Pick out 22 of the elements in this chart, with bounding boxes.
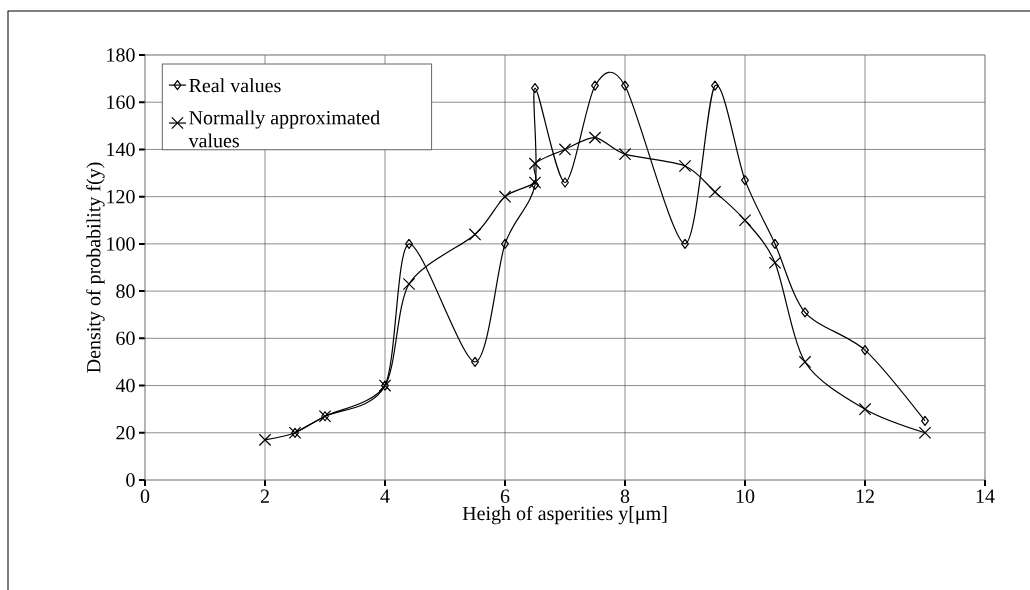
y-tick-label: 80 (116, 284, 135, 298)
x-axis-title: Heigh of asperities y[μm] (462, 505, 667, 525)
x-tick-label: 8 (620, 489, 630, 504)
x-tick-label: 6 (500, 489, 510, 503)
x-tick-label: 12 (856, 489, 874, 503)
legend-label: Normally approximated values (188, 110, 380, 148)
x-tick-label: 14 (976, 489, 995, 503)
y-tick-label: 100 (107, 237, 135, 251)
y-tick-label: 140 (107, 142, 135, 157)
y-axis-title: Density of probability f(y) (86, 162, 105, 373)
y-tick-label: 60 (116, 331, 135, 346)
x-tick-label: 4 (380, 489, 390, 503)
y-tick-label: 180 (107, 48, 135, 62)
y-tick-label: 0 (126, 473, 135, 487)
y-tick-label: 40 (115, 378, 135, 393)
x-tick-label: 2 (260, 489, 269, 503)
y-tick-label: 160 (107, 95, 135, 109)
x-tick-label: 10 (736, 489, 755, 504)
x-tick-label: 0 (140, 489, 150, 504)
y-tick-label: 20 (116, 426, 135, 440)
legend-label: Real values (189, 78, 281, 93)
y-tick-label: 120 (107, 189, 135, 204)
